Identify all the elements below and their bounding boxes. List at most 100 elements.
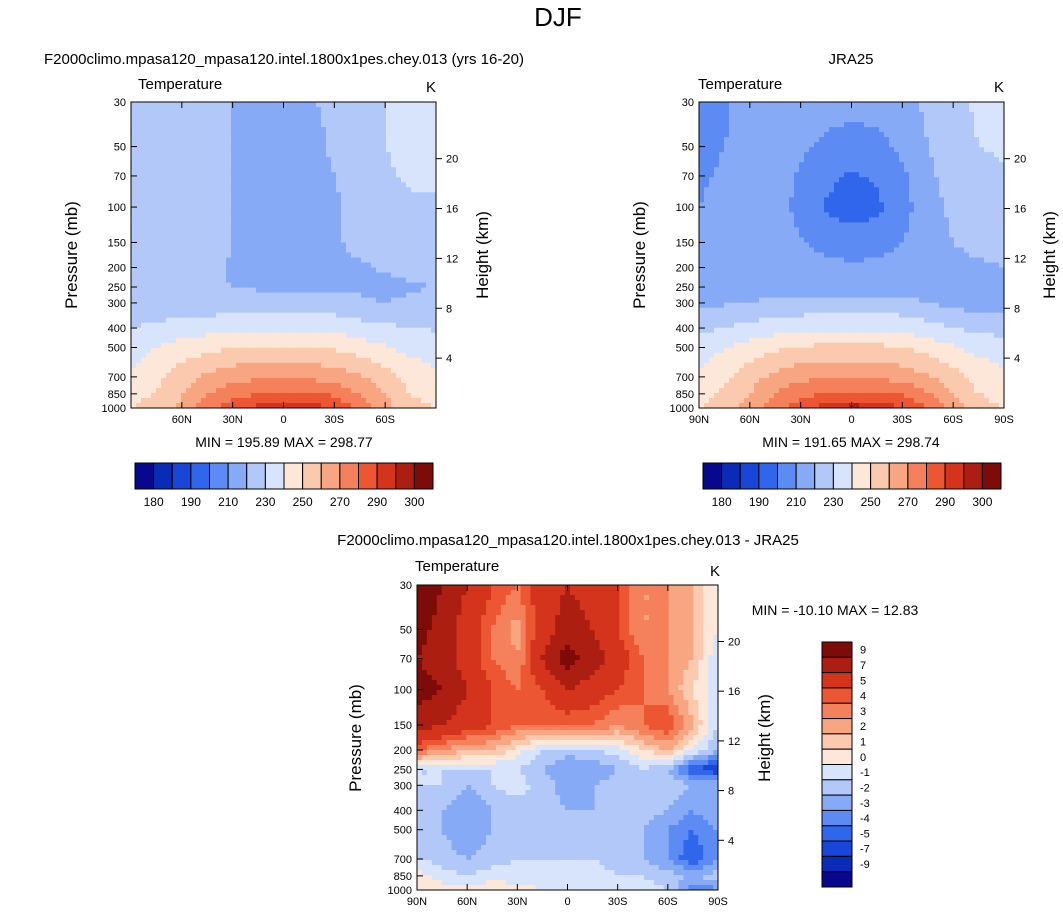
field-cell — [216, 372, 222, 379]
field-cell — [361, 257, 367, 264]
field-cell — [181, 172, 187, 178]
field-cell — [346, 302, 352, 309]
field-cell — [316, 402, 322, 408]
field-cell — [331, 307, 337, 314]
field-cell — [201, 332, 207, 339]
field-cell — [151, 377, 157, 384]
field-cell — [156, 287, 162, 294]
field-cell — [366, 102, 372, 108]
field-cell — [191, 342, 197, 349]
field-cell — [406, 292, 412, 299]
field-cell — [999, 107, 1004, 113]
field-cell — [186, 342, 192, 349]
field-cell — [386, 402, 392, 408]
field-cell — [166, 372, 172, 379]
model-panel: F2000climo.mpasa120_mpasa120.intel.1800x… — [44, 51, 524, 509]
field-cell — [391, 352, 397, 359]
field-cell — [376, 182, 382, 188]
field-cell — [386, 352, 392, 359]
field-cell — [884, 147, 890, 153]
pressure-tick-label: 300 — [108, 298, 126, 310]
field-cell — [829, 117, 835, 123]
field-cell — [191, 237, 197, 244]
field-cell — [311, 247, 317, 254]
field-cell — [301, 302, 307, 309]
field-cell — [301, 132, 307, 138]
field-cell — [824, 142, 830, 148]
field-cell — [431, 192, 436, 199]
field-cell — [431, 262, 436, 269]
field-cell — [356, 127, 362, 133]
field-cell — [794, 162, 800, 168]
field-cell — [306, 212, 312, 219]
field-cell — [166, 377, 172, 384]
field-cell — [764, 132, 770, 138]
field-cell — [356, 232, 362, 239]
field-cell — [131, 177, 137, 183]
field-cell — [819, 182, 825, 188]
field-cell — [799, 102, 805, 108]
field-cell — [131, 162, 137, 168]
field-cell — [849, 177, 855, 183]
field-cell — [904, 177, 910, 183]
field-cell — [376, 382, 382, 389]
field-cell — [321, 317, 327, 324]
field-cell — [326, 192, 332, 199]
field-cell — [416, 267, 422, 274]
field-cell — [206, 312, 212, 319]
field-cell — [321, 402, 327, 408]
field-cell — [924, 132, 930, 138]
field-cell — [246, 382, 252, 389]
field-cell — [719, 132, 725, 138]
field-cell — [829, 142, 835, 148]
field-cell — [186, 107, 192, 113]
field-cell — [331, 152, 337, 158]
field-cell — [401, 357, 407, 364]
field-cell — [749, 122, 755, 128]
field-cell — [824, 192, 830, 199]
field-cell — [166, 332, 172, 339]
field-cell — [136, 252, 142, 259]
field-cell — [789, 122, 795, 128]
field-cell — [381, 392, 387, 399]
field-cell — [221, 252, 227, 259]
field-cell — [356, 387, 362, 394]
field-cell — [316, 262, 322, 269]
field-cell — [156, 177, 162, 183]
field-cell — [241, 392, 247, 399]
field-cell — [281, 387, 287, 394]
field-cell — [346, 307, 352, 314]
field-cell — [151, 347, 157, 354]
field-cell — [216, 397, 222, 404]
field-cell — [206, 332, 212, 339]
field-cell — [246, 117, 252, 123]
field-cell — [181, 262, 187, 269]
field-cell — [919, 167, 925, 173]
field-cell — [336, 382, 342, 389]
field-cell — [924, 192, 930, 199]
field-cell — [176, 352, 182, 359]
field-cell — [221, 117, 227, 123]
field-cell — [136, 337, 142, 344]
field-cell — [191, 172, 197, 178]
field-cell — [136, 357, 142, 364]
field-cell — [366, 312, 372, 319]
field-cell — [421, 357, 427, 364]
field-cell — [979, 182, 985, 188]
field-cell — [924, 122, 930, 128]
field-cell — [431, 112, 436, 118]
field-cell — [306, 172, 312, 178]
field-cell — [241, 122, 247, 128]
field-cell — [366, 302, 372, 309]
field-cell — [256, 232, 262, 239]
field-cell — [136, 272, 142, 279]
field-cell — [381, 152, 387, 158]
field-cell — [346, 292, 352, 299]
field-cell — [391, 147, 397, 153]
field-cell — [371, 272, 377, 279]
field-cell — [824, 102, 830, 108]
field-cell — [276, 117, 282, 123]
field-cell — [361, 382, 367, 389]
field-cell — [814, 187, 820, 193]
field-cell — [331, 122, 337, 128]
